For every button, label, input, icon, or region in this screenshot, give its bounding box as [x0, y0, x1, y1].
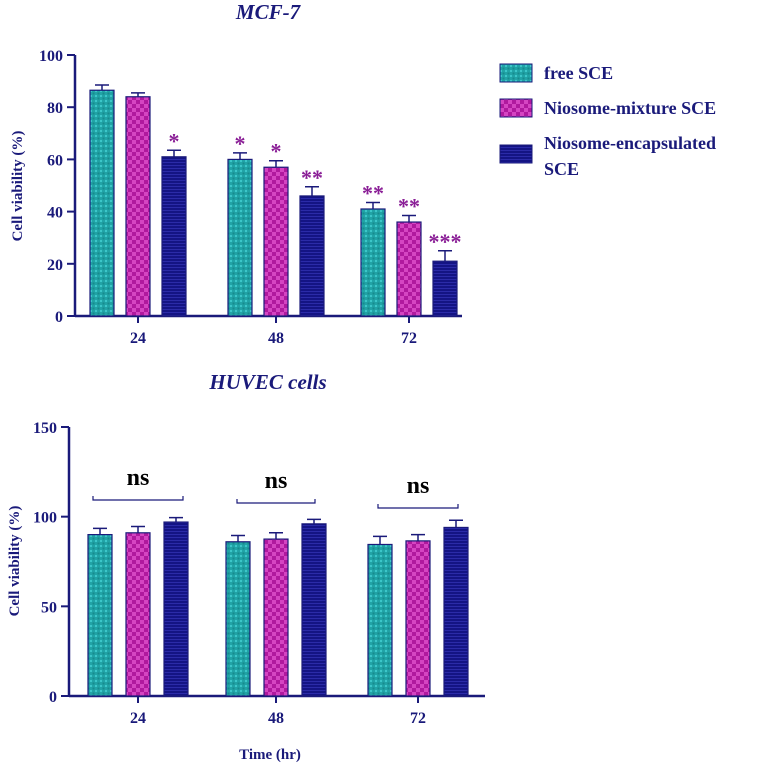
bar-niosome-mixture-sce-48	[263, 166, 289, 317]
legend-swatch-niosome-encapsulated-sce	[499, 144, 533, 164]
bar-niosome-mixture-sce-24	[125, 96, 151, 317]
x-tick-label: 48	[268, 710, 284, 727]
ns-bracket	[236, 499, 316, 504]
legend-label-free-sce: free SCE	[544, 63, 613, 83]
y-tick-label: 40	[47, 205, 63, 222]
y-tick-label: 20	[47, 257, 63, 274]
bar-free-sce-72	[360, 208, 386, 317]
error-bar	[169, 516, 183, 523]
bar-free-sce-48	[227, 158, 253, 317]
error-bar	[95, 84, 109, 91]
tick-labels-mcf7: 0 20 40 60 80 100 24 48 72	[39, 48, 417, 347]
error-bar	[307, 518, 321, 524]
chart-huvec: HUVEC cells Cell viability (%) Time (hr)…	[7, 370, 485, 763]
ns-label: ns	[265, 468, 288, 494]
significance-huvec: ns ns ns	[92, 465, 459, 509]
y-tick-label: 100	[39, 48, 63, 65]
bar-niosome-mixture-sce-72	[405, 540, 431, 697]
bars-mcf7	[89, 84, 458, 317]
significance-mcf7: ************	[169, 128, 462, 253]
bars-huvec	[87, 516, 469, 697]
y-axis-label-huvec: Cell viability (%)	[7, 506, 23, 617]
error-bar	[131, 92, 145, 97]
y-axis-label-mcf7: Cell viability (%)	[10, 131, 26, 242]
x-tick-label: 48	[268, 330, 284, 347]
tick-labels-huvec: 0 50 100 150 24 48 72	[33, 420, 426, 727]
bar-free-sce-48	[225, 541, 251, 697]
significance-star: **	[362, 180, 384, 205]
error-bar	[305, 186, 319, 196]
error-bar	[269, 532, 283, 540]
bar-niosome-encapsulated-sce-24	[161, 156, 187, 317]
ns-bracket	[92, 496, 184, 501]
error-bar	[131, 525, 145, 533]
y-tick-label: 150	[33, 420, 57, 437]
x-tick-label: 72	[401, 330, 417, 347]
error-bar	[402, 214, 416, 223]
significance-star: ***	[429, 229, 462, 254]
ns-label: ns	[407, 473, 430, 499]
error-bar	[167, 149, 181, 157]
error-bar	[269, 159, 283, 168]
bar-niosome-mixture-sce-72	[396, 221, 422, 317]
legend: free SCE Niosome-mixture SCE Niosome-enc…	[499, 63, 716, 179]
bar-niosome-encapsulated-sce-48	[301, 523, 327, 697]
ns-bracket	[377, 504, 459, 509]
error-bar	[373, 535, 387, 545]
significance-star: *	[271, 139, 282, 164]
legend-label-niosome-encapsulated-sce-line1: Niosome-encapsulated	[544, 133, 716, 153]
legend-label-niosome-mixture-sce: Niosome-mixture SCE	[544, 98, 716, 118]
legend-swatch-niosome-mixture-sce	[499, 98, 533, 118]
error-bar	[93, 527, 107, 535]
y-tick-label: 100	[33, 510, 57, 527]
bar-niosome-mixture-sce-48	[263, 538, 289, 697]
x-tick-label: 72	[410, 710, 426, 727]
x-tick-label: 24	[130, 330, 146, 347]
y-tick-label: 80	[47, 100, 63, 117]
legend-swatch-free-sce	[499, 63, 533, 83]
bar-niosome-mixture-sce-24	[125, 532, 151, 697]
y-tick-label: 50	[41, 599, 57, 616]
significance-star: *	[169, 128, 180, 153]
x-tick-label: 24	[130, 710, 146, 727]
bar-niosome-encapsulated-sce-24	[163, 521, 189, 697]
bar-niosome-encapsulated-sce-72	[432, 260, 458, 317]
ns-label: ns	[127, 465, 150, 491]
bar-free-sce-72	[367, 543, 393, 697]
error-bar	[449, 519, 463, 528]
error-bar	[231, 534, 245, 542]
x-axis-label-huvec: Time (hr)	[239, 747, 301, 763]
bar-free-sce-24	[89, 89, 115, 317]
error-bar	[411, 533, 425, 541]
error-bar	[233, 152, 247, 160]
bar-niosome-encapsulated-sce-72	[443, 526, 469, 697]
y-tick-label: 0	[49, 689, 57, 706]
legend-label-niosome-encapsulated-sce-line2: SCE	[544, 159, 579, 179]
significance-star: **	[301, 165, 323, 190]
chart-mcf7: MCF-7 Cell viability (%) 0 20 40 60 80 100 24 4…	[10, 0, 462, 347]
chart-title-huvec: HUVEC cells	[208, 370, 326, 394]
chart-title-mcf7: MCF-7	[235, 0, 302, 24]
bar-niosome-encapsulated-sce-48	[299, 195, 325, 317]
error-bar	[438, 250, 452, 262]
significance-star: **	[398, 194, 420, 219]
bar-free-sce-24	[87, 533, 113, 697]
error-bar	[366, 201, 380, 209]
significance-star: *	[235, 131, 246, 156]
y-tick-label: 0	[55, 309, 63, 326]
y-tick-label: 60	[47, 152, 63, 169]
